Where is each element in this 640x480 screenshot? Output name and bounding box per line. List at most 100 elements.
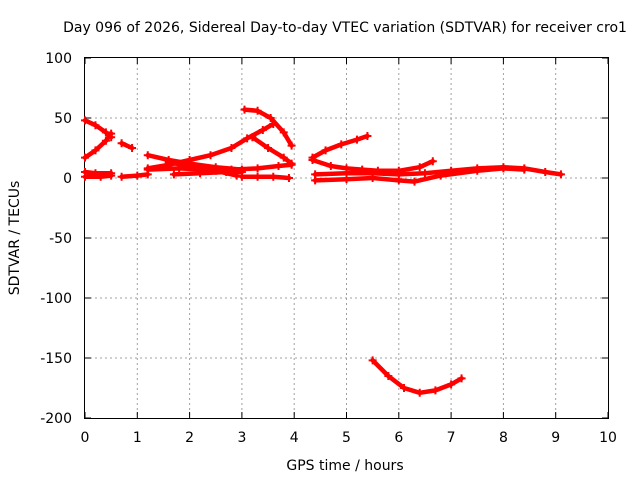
series-arc-09 <box>143 160 296 174</box>
data-point <box>279 153 288 162</box>
data-point <box>308 156 317 164</box>
data-point <box>206 151 215 160</box>
data-point <box>133 171 142 180</box>
data-point <box>81 116 89 125</box>
series-arc-14 <box>248 133 296 168</box>
series-arc-13 <box>240 105 296 150</box>
data-point <box>164 158 173 167</box>
data-point <box>248 133 257 142</box>
series-arc-12 <box>237 172 293 182</box>
data-point <box>541 168 550 176</box>
data-point <box>101 128 110 137</box>
data-point <box>321 146 330 155</box>
data-point <box>394 176 403 185</box>
data-point <box>400 384 409 392</box>
x-tick-label: 5 <box>342 430 351 446</box>
data-point <box>107 171 116 180</box>
data-point <box>185 162 194 170</box>
series-arc-19 <box>368 356 466 397</box>
data-point <box>415 388 424 397</box>
x-tick-label: 0 <box>81 430 90 446</box>
y-tick-label: -200 <box>40 411 72 427</box>
x-tick-label: 4 <box>290 430 299 446</box>
series-arc-18 <box>311 164 529 186</box>
data-point <box>287 159 296 168</box>
data-point <box>274 162 283 170</box>
series-arc-11 <box>164 158 241 180</box>
data-point <box>143 165 152 174</box>
x-axis-label: GPS time / hours <box>286 458 403 474</box>
data-point <box>117 139 126 148</box>
data-point <box>428 157 437 166</box>
data-point <box>410 177 419 186</box>
data-point <box>91 146 100 155</box>
data-point <box>415 163 424 172</box>
series-arc-03 <box>81 129 116 162</box>
data-point <box>91 121 100 130</box>
data-point <box>447 380 456 389</box>
data-point <box>363 132 372 140</box>
data-point <box>253 172 262 181</box>
data-point <box>169 170 178 179</box>
data-point <box>264 144 273 152</box>
data-point <box>258 126 267 134</box>
x-tick-label: 9 <box>551 430 560 446</box>
data-point <box>196 169 205 178</box>
data-point <box>81 172 89 181</box>
data-point <box>101 136 110 145</box>
data-point <box>337 140 346 149</box>
x-tick-label: 10 <box>599 430 617 446</box>
data-point <box>117 172 126 181</box>
data-point <box>287 141 296 150</box>
data-point <box>227 144 236 152</box>
grid <box>85 58 608 418</box>
data-point <box>232 171 241 180</box>
x-tick-label: 7 <box>447 430 456 446</box>
axis-ticks: 0 1 2 3 4 5 6 7 8 9 10 -200 -150 -100 -50 0 50 100 <box>40 51 617 446</box>
y-tick-label: 50 <box>54 111 72 127</box>
data-point <box>284 174 293 182</box>
data-point <box>253 106 262 115</box>
data-point <box>237 172 246 181</box>
data-point <box>128 144 137 152</box>
series-line <box>166 160 239 178</box>
x-tick-label: 6 <box>394 430 403 446</box>
data-point <box>81 153 89 162</box>
data-point <box>384 372 393 380</box>
data-point <box>266 114 275 122</box>
data-series <box>81 105 565 397</box>
data-point <box>436 171 445 180</box>
y-tick-label: -50 <box>49 231 72 247</box>
series-arc-15 <box>308 132 372 162</box>
data-point <box>143 151 152 160</box>
x-tick-label: 8 <box>499 430 508 446</box>
data-point <box>243 134 252 143</box>
data-point <box>368 174 377 182</box>
y-tick-label: -150 <box>40 351 72 367</box>
data-point <box>352 135 361 144</box>
data-point <box>253 164 262 173</box>
series-line <box>239 174 292 181</box>
data-point <box>473 166 482 175</box>
chart-title: Day 096 of 2026, Sidereal Day-to-day VTE… <box>63 20 627 36</box>
x-tick-label: 2 <box>185 430 194 446</box>
data-point <box>342 175 351 184</box>
data-point <box>457 374 466 383</box>
y-tick-label: 0 <box>63 171 72 187</box>
series-line <box>82 131 114 160</box>
series-arc-06 <box>117 170 152 181</box>
x-tick-label: 1 <box>133 430 142 446</box>
y-tick-label: -100 <box>40 291 72 307</box>
data-point <box>499 164 508 173</box>
series-arc-02 <box>117 139 137 152</box>
data-point <box>368 356 377 365</box>
series-line <box>82 118 114 140</box>
x-tick-label: 3 <box>237 430 246 446</box>
data-point <box>326 162 335 170</box>
data-point <box>211 166 220 175</box>
data-point <box>107 129 116 138</box>
data-point <box>269 172 278 181</box>
data-point <box>420 169 429 178</box>
data-point <box>520 165 529 174</box>
